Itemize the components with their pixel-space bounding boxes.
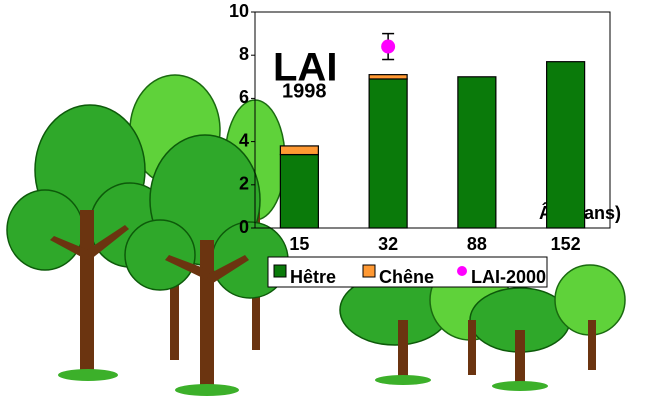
tree-illustration (6, 74, 626, 396)
x-tick-label: 152 (551, 234, 581, 254)
legend-label: Hêtre (290, 267, 336, 287)
y-tick-label: 2 (239, 174, 249, 194)
y-tick-label: 6 (239, 87, 249, 107)
legend (267, 256, 548, 288)
chart-subtitle: 1998 (282, 80, 327, 102)
legend-marker (457, 266, 467, 276)
legend-marker (362, 264, 376, 278)
plot-area (254, 11, 611, 229)
bar-segment (279, 153, 319, 229)
bar-segment (457, 76, 497, 229)
bar-segment (546, 61, 586, 229)
y-tick-label: 8 (239, 44, 249, 64)
legend-marker (273, 264, 287, 278)
x-tick-label: 32 (378, 234, 398, 254)
y-tick-label: 4 (239, 130, 249, 150)
bar-segment (368, 74, 408, 80)
point (381, 39, 396, 54)
y-tick-label: 0 (239, 217, 249, 237)
x-tick-label: 88 (467, 234, 487, 254)
legend-label: LAI-2000 (471, 267, 546, 287)
legend-label: Chêne (379, 267, 434, 287)
x-tick-label: 15 (289, 234, 309, 254)
chart-title: LAI (273, 46, 337, 90)
y-tick-label: 10 (229, 1, 249, 21)
bar-segment (368, 78, 408, 229)
bar-segment (279, 145, 319, 156)
